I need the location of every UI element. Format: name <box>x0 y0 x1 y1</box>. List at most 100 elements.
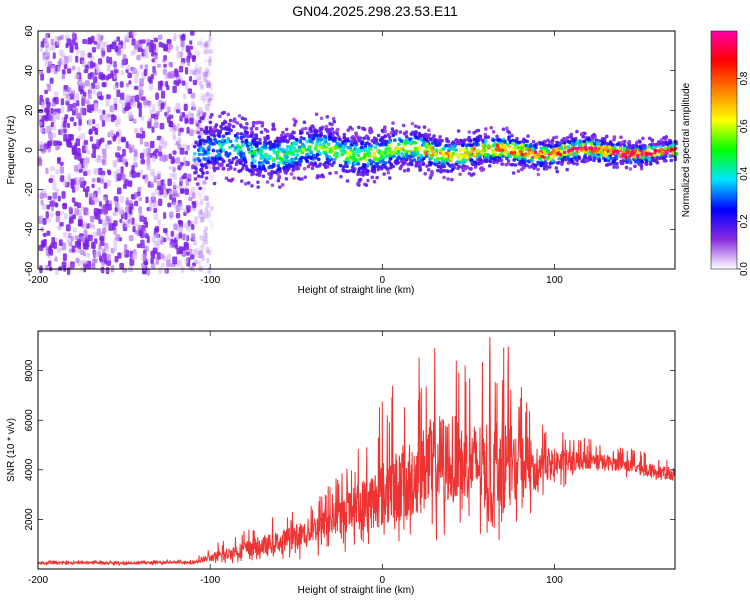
heatmap-cell <box>564 146 568 151</box>
heatmap-cell <box>198 186 202 191</box>
heatmap-cell <box>345 169 350 174</box>
heatmap-cell <box>520 152 525 157</box>
heatmap-cell <box>139 64 143 70</box>
heatmap-cell <box>179 147 185 155</box>
heatmap-cell <box>194 140 198 144</box>
heatmap-cell <box>202 71 208 78</box>
heatmap-cell <box>200 217 205 223</box>
heatmap-cell <box>75 92 80 101</box>
heatmap-cell <box>519 146 523 150</box>
heatmap-cell <box>417 125 421 129</box>
heatmap-cell <box>486 153 490 157</box>
heatmap-cell <box>128 234 134 242</box>
heatmap-cell <box>534 155 539 160</box>
heatmap-cell <box>322 138 327 142</box>
heatmap-cell <box>205 91 210 97</box>
heatmap-cell <box>526 154 530 158</box>
heatmap-cell <box>360 140 365 144</box>
heatmap-cell <box>252 136 256 140</box>
heatmap-cell <box>242 156 247 161</box>
heatmap-cell <box>495 143 500 148</box>
heatmap-cell <box>562 150 567 155</box>
heatmap-cell <box>180 266 185 273</box>
heatmap-cell <box>430 172 434 177</box>
heatmap-cell <box>434 151 438 156</box>
colorbar-tick-label: 0.0 <box>739 262 750 276</box>
heatmap-cell <box>113 97 118 106</box>
heatmap-cell <box>463 166 467 171</box>
heatmap-cell <box>295 153 300 157</box>
heatmap-cell <box>196 156 200 161</box>
heatmap-cell <box>225 140 229 144</box>
heatmap-cell <box>438 135 442 139</box>
heatmap-cell <box>206 130 211 134</box>
heatmap-cell <box>157 34 163 40</box>
heatmap-cell <box>191 233 195 240</box>
heatmap-cell <box>77 219 83 227</box>
heatmap-cell <box>272 150 277 155</box>
colorbar-tick-label: 0.2 <box>739 214 750 228</box>
heatmap-cell <box>555 161 560 165</box>
heatmap-cell <box>204 41 208 49</box>
heatmap-cell <box>212 181 217 186</box>
heatmap-cell <box>426 167 431 172</box>
heatmap-cell <box>191 55 196 63</box>
heatmap-cell <box>201 171 205 175</box>
heatmap-cell <box>247 141 252 146</box>
heatmap-cell <box>314 112 319 117</box>
heatmap-cell <box>45 97 50 105</box>
heatmap-cell <box>172 166 176 173</box>
heatmap-cell <box>87 52 92 58</box>
heatmap-cell <box>128 147 133 154</box>
heatmap-cell <box>47 140 53 147</box>
heatmap-cell <box>103 182 108 189</box>
heatmap-cell <box>317 157 321 162</box>
heatmap-cell <box>280 183 285 187</box>
heatmap-cell <box>197 200 202 206</box>
heatmap-cell <box>375 141 379 146</box>
heatmap-cell <box>281 136 286 141</box>
heatmap-cell <box>233 167 237 171</box>
heatmap-cell <box>332 153 337 157</box>
heatmap-cell <box>48 61 53 68</box>
heatmap-cell <box>482 148 487 153</box>
heatmap-cell <box>59 161 64 166</box>
heatmap-cell <box>346 154 351 158</box>
heatmap-cell <box>387 148 392 152</box>
spectrogram-x-axis: -200 -100 0 100 <box>28 31 563 286</box>
heatmap-cell <box>188 248 192 256</box>
heatmap-cell <box>66 104 71 113</box>
heatmap-cell <box>593 146 598 150</box>
heatmap-cell <box>626 149 631 153</box>
heatmap-cell <box>401 156 406 161</box>
heatmap-cell <box>403 140 407 144</box>
heatmap-cell <box>51 101 56 107</box>
heatmap-cell <box>124 212 128 220</box>
heatmap-cell <box>65 224 71 232</box>
heatmap-cell <box>674 152 679 157</box>
heatmap-cell <box>505 156 509 161</box>
heatmap-cell <box>375 175 379 180</box>
heatmap-cell <box>189 68 194 75</box>
heatmap-cell <box>266 157 270 161</box>
heatmap-cell <box>580 132 584 136</box>
heatmap-cell <box>246 181 251 185</box>
heatmap-cell <box>259 130 264 134</box>
heatmap-cell <box>65 95 71 102</box>
heatmap-cell <box>582 142 586 147</box>
heatmap-cell <box>422 137 427 142</box>
heatmap-cell <box>510 133 514 138</box>
heatmap-cell <box>50 107 54 114</box>
heatmap-cell <box>160 262 165 268</box>
heatmap-cell <box>67 55 73 63</box>
heatmap-cell <box>548 151 553 156</box>
heatmap-cell <box>640 152 645 156</box>
heatmap-cell <box>259 150 263 154</box>
heatmap-cell <box>166 259 171 268</box>
heatmap-cell <box>251 154 255 159</box>
heatmap-cell <box>102 109 106 115</box>
heatmap-cell <box>614 149 619 153</box>
heatmap-cell <box>346 128 351 132</box>
heatmap-cell <box>208 34 212 42</box>
